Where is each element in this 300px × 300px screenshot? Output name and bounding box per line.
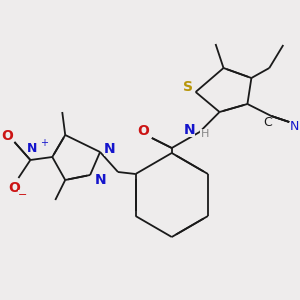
- Text: O: O: [137, 124, 149, 138]
- Text: N: N: [27, 142, 38, 154]
- Text: O: O: [2, 129, 14, 143]
- Text: S: S: [183, 80, 193, 94]
- Text: +: +: [40, 138, 48, 148]
- Text: H: H: [200, 129, 209, 139]
- Text: C: C: [263, 116, 272, 130]
- Text: N: N: [290, 119, 299, 133]
- Text: −: −: [18, 190, 27, 200]
- Text: N: N: [94, 173, 106, 187]
- Text: O: O: [8, 181, 20, 195]
- Text: N: N: [104, 142, 116, 156]
- Text: N: N: [184, 123, 196, 137]
